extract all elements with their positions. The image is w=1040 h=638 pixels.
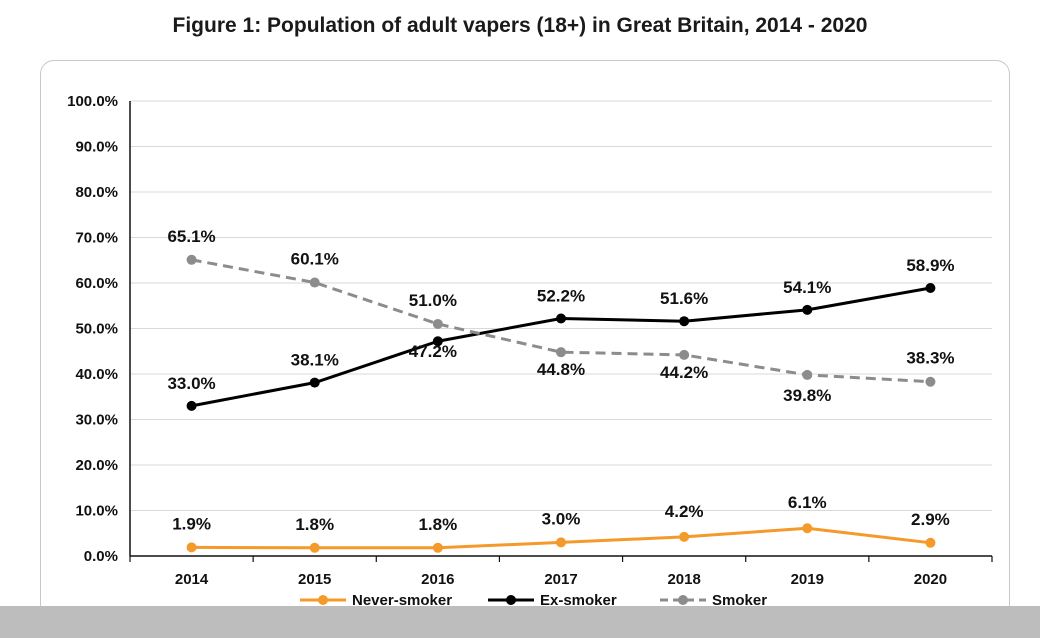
legend: Never-smoker Ex-smoker Smoker <box>300 592 767 609</box>
data-point <box>802 523 813 534</box>
data-point <box>186 400 197 411</box>
data-labels: 1.9% 1.8% 1.8% 3.0% 4.2% 6.1% 2.9% 33.0% 38.1% 47… <box>167 227 954 534</box>
chart-title: Figure 1: Population of adult vapers (18… <box>172 14 868 37</box>
data-label: 38.3% <box>906 349 954 368</box>
data-label: 3.0% <box>542 509 581 528</box>
data-label: 51.0% <box>409 291 457 310</box>
data-point <box>432 542 443 553</box>
data-label: 58.9% <box>906 256 954 275</box>
y-tick-label: 30.0% <box>75 412 118 429</box>
y-tick-label: 100.0% <box>67 93 118 110</box>
x-tick-label: 2018 <box>667 571 700 588</box>
data-point <box>186 542 197 553</box>
legend-marker <box>678 595 688 605</box>
data-label: 1.8% <box>418 515 457 534</box>
data-label: 65.1% <box>167 227 215 246</box>
gridlines <box>130 100 992 511</box>
data-point <box>186 254 197 265</box>
data-point <box>309 377 320 388</box>
y-tick-label: 70.0% <box>75 230 118 247</box>
data-point <box>679 531 690 542</box>
data-point <box>925 537 936 548</box>
x-tick-label: 2016 <box>421 571 454 588</box>
data-point <box>679 316 690 327</box>
legend-label: Ex-smoker <box>540 592 617 609</box>
data-point <box>679 349 690 360</box>
data-label: 47.2% <box>409 342 457 361</box>
x-tick-label: 2015 <box>298 571 331 588</box>
x-tick-label: 2014 <box>175 571 209 588</box>
data-point <box>432 318 443 329</box>
y-tick-label: 0.0% <box>84 548 118 565</box>
data-point <box>802 304 813 315</box>
data-label: 6.1% <box>788 493 827 512</box>
data-point <box>556 313 566 324</box>
data-label: 33.0% <box>167 374 215 393</box>
data-label: 44.8% <box>537 360 585 379</box>
data-label: 39.8% <box>783 386 831 405</box>
data-label: 51.6% <box>660 289 708 308</box>
data-point <box>432 336 443 347</box>
legend-marker <box>318 595 328 605</box>
data-label: 38.1% <box>291 351 339 370</box>
x-tick-label: 2019 <box>791 571 824 588</box>
y-tick-label: 40.0% <box>75 366 118 383</box>
legend-marker <box>506 595 516 605</box>
y-tick-label: 80.0% <box>75 184 118 201</box>
data-label: 54.1% <box>783 278 831 297</box>
data-label: 44.2% <box>660 363 708 382</box>
y-tick-label: 60.0% <box>75 275 118 292</box>
y-tick-label: 50.0% <box>75 321 118 338</box>
y-tick-label: 90.0% <box>75 139 118 156</box>
data-label: 52.2% <box>537 286 585 305</box>
data-point <box>925 376 936 387</box>
y-tick-label: 10.0% <box>75 503 118 520</box>
data-point <box>802 369 813 380</box>
y-tick-label: 20.0% <box>75 457 118 474</box>
data-label: 4.2% <box>665 502 704 521</box>
data-label: 1.8% <box>295 515 334 534</box>
series-group <box>186 254 936 553</box>
legend-label: Smoker <box>712 592 767 609</box>
data-point <box>309 277 320 288</box>
legend-label: Never-smoker <box>352 592 452 609</box>
data-point <box>925 283 936 294</box>
data-label: 1.9% <box>172 514 211 533</box>
x-tick-label: 2017 <box>544 571 577 588</box>
data-label: 2.9% <box>911 510 950 529</box>
data-label: 60.1% <box>291 250 339 269</box>
x-tick-label: 2020 <box>914 571 947 588</box>
bottom-bar <box>0 606 1040 638</box>
data-point <box>556 537 566 548</box>
data-point <box>556 347 566 358</box>
data-point <box>309 542 320 553</box>
axes: 0.0% 10.0% 20.0% 30.0% 40.0% 50.0% 60.0% 70.0% 8… <box>67 93 993 588</box>
